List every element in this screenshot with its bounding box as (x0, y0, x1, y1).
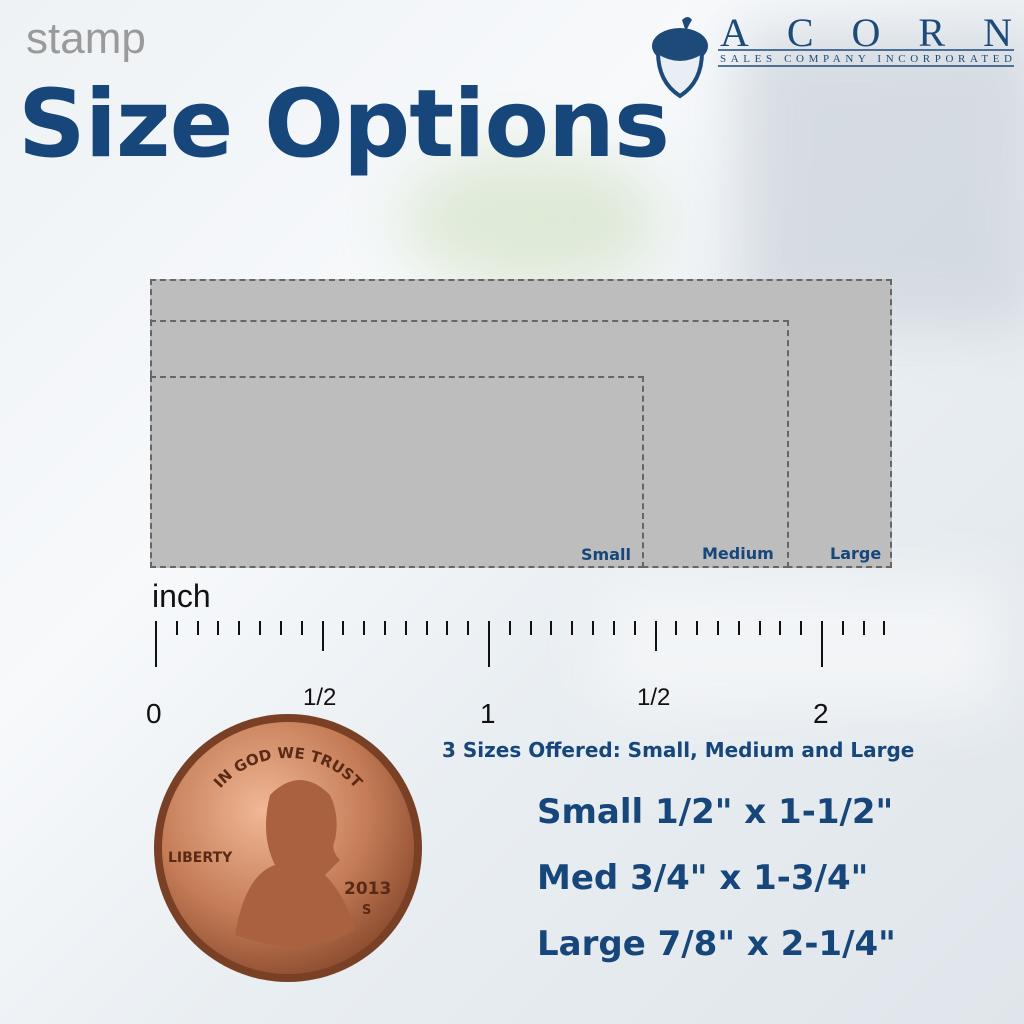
ruler-tick (383, 621, 386, 635)
background-plant (400, 150, 660, 290)
ruler-tick (175, 621, 178, 635)
penny-image: IN GOD WE TRUST LIBERTY 2013 S (154, 714, 422, 982)
ruler-tick (862, 621, 865, 635)
ruler-tick (488, 621, 490, 667)
ruler-unit: inch (152, 578, 211, 614)
ruler-tick (238, 621, 241, 635)
ruler-tick (716, 621, 719, 635)
size-label-large: Large (830, 544, 882, 563)
ruler-tick (300, 621, 303, 635)
logo-name: ACORN (720, 12, 1012, 55)
ruler-tick (821, 621, 823, 667)
sizes-offered-text: 3 Sizes Offered: Small, Medium and Large (442, 738, 915, 762)
size-label-medium: Medium (702, 544, 774, 563)
ruler-tick (612, 621, 615, 635)
background-keyboard (600, 580, 1000, 710)
ruler-tick (217, 621, 220, 635)
ruler-label-half: 1/2 (303, 684, 337, 711)
acorn-logo: ACORN SALES COMPANY INCORPORATED (652, 12, 1014, 99)
ruler-tick (737, 621, 740, 635)
ruler-tick (633, 621, 636, 635)
ruler-tick (363, 621, 366, 635)
acorn-icon (652, 17, 708, 99)
ruler-label-one-half: 1/2 (637, 684, 671, 711)
ruler-tick (279, 621, 282, 635)
ruler-tick (196, 621, 199, 635)
ruler-label-0: 0 (146, 698, 162, 729)
ruler-tick (425, 621, 428, 635)
ruler-tick (155, 621, 157, 667)
coin-mint: S (362, 903, 371, 918)
ruler-label-1: 1 (480, 698, 496, 729)
ruler-tick (800, 621, 803, 635)
spec-large: Large 7/8" x 2-1/4" (537, 924, 896, 964)
ruler-tick (404, 621, 407, 635)
ruler-tick (758, 621, 761, 635)
size-label-small: Small (581, 545, 631, 564)
ruler-tick (508, 621, 511, 635)
ruler-tick (446, 621, 449, 635)
ruler-tick (550, 621, 553, 635)
ruler-tick (675, 621, 678, 635)
ruler-label-2: 2 (813, 698, 829, 729)
ruler-tick (779, 621, 782, 635)
ruler-tick (321, 621, 324, 651)
eyebrow-text: stamp (26, 14, 146, 63)
coin-liberty: LIBERTY (168, 850, 233, 866)
ruler-tick (259, 621, 262, 635)
spec-small: Small 1/2" x 1-1/2" (537, 792, 894, 832)
ruler-tick (592, 621, 595, 635)
coin-year: 2013 (344, 879, 391, 899)
ruler-tick (883, 621, 886, 635)
ruler-tick (571, 621, 574, 635)
ruler-tick (467, 621, 470, 635)
page-title: Size Options (18, 70, 670, 179)
ruler-tick (342, 621, 345, 635)
lincoln-portrait (235, 780, 355, 947)
spec-medium: Med 3/4" x 1-3/4" (537, 858, 869, 898)
ruler-tick (841, 621, 844, 635)
ruler-tick (654, 621, 657, 651)
ruler-tick (529, 621, 532, 635)
size-box-small (150, 376, 644, 568)
ruler-tick (696, 621, 699, 635)
